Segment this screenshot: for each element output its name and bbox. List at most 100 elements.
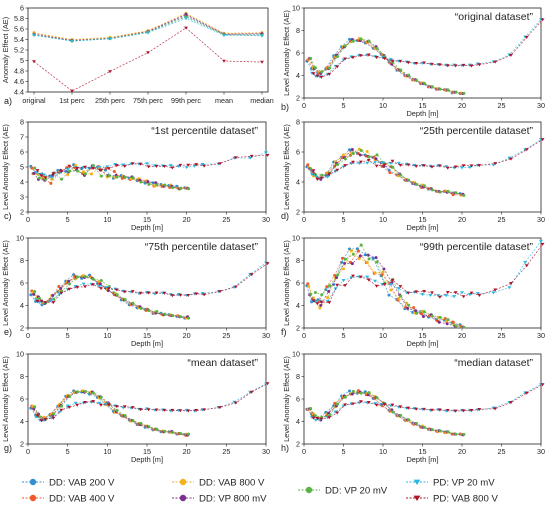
legend-marker [29, 494, 37, 502]
data-point-circle [351, 252, 355, 256]
data-point-circle [367, 391, 371, 395]
data-point-triangle [138, 408, 143, 412]
data-point-circle [325, 285, 329, 289]
data-point-triangle [509, 282, 513, 286]
data-point-circle [341, 256, 345, 260]
data-point-circle [351, 151, 355, 155]
data-point-circle [318, 306, 322, 310]
data-point-circle [163, 183, 167, 187]
data-point-circle [358, 254, 362, 258]
panel-e: 2 4 6 8 10 0 5 10 15 20 25 30 Depth [m] Level Anomaly… [1, 234, 270, 349]
data-point-circle [309, 407, 313, 411]
data-point-circle [68, 394, 72, 398]
data-point-circle [313, 290, 317, 294]
x-tick-label: original [22, 96, 46, 105]
y-tick-label: 6 [296, 148, 300, 157]
data-point-circle [131, 176, 135, 180]
data-point-triangle [202, 408, 207, 412]
data-point-circle [351, 389, 355, 393]
x-tick-label: 20 [183, 331, 191, 340]
data-point-triangle [107, 403, 111, 407]
y-tick-label: 6 [20, 4, 24, 13]
data-point-triangle [130, 406, 135, 410]
x-axis-label: Depth [m] [406, 109, 438, 118]
series-line [308, 148, 463, 196]
data-point-circle [454, 90, 458, 94]
panel-label: b) [281, 102, 289, 112]
y-tick-label: 5.2 [14, 46, 24, 55]
legend-label: PD: VAB 800 V [433, 493, 498, 504]
data-point-triangle [475, 292, 480, 296]
data-point-circle [74, 163, 78, 167]
data-point-triangle [114, 288, 119, 292]
data-point-circle [407, 418, 411, 422]
y-tick-label: 6 [296, 279, 300, 288]
series-vp20 [33, 390, 191, 436]
legend-label: DD: VAB 200 V [49, 477, 115, 488]
x-tick-label: 15 [419, 215, 427, 224]
y-axis-label: Level Anomaly Effect (AE) [1, 240, 10, 326]
data-point-circle [357, 257, 361, 261]
series-line [310, 150, 465, 196]
data-point-circle [422, 81, 426, 85]
data-point-circle [306, 163, 310, 167]
data-point-circle [421, 314, 425, 318]
data-point-triangle [162, 291, 167, 295]
data-point-triangle [373, 161, 377, 165]
series-line [309, 391, 463, 436]
data-point-triangle [233, 156, 238, 160]
y-tick-label: 7 [20, 133, 24, 142]
data-point-triangle [99, 403, 103, 407]
panel-label: c) [4, 211, 12, 221]
data-point-circle [343, 44, 347, 48]
data-point-triangle [414, 164, 419, 168]
data-point-triangle [366, 53, 371, 57]
series-line [313, 384, 543, 420]
data-point-circle [399, 413, 403, 417]
data-point-triangle [374, 56, 379, 60]
data-point-triangle [313, 418, 318, 422]
data-point-triangle [73, 401, 78, 405]
data-point-circle [446, 88, 450, 92]
data-point-triangle [445, 291, 450, 295]
data-point-circle [30, 166, 34, 170]
data-point-triangle [91, 399, 95, 403]
data-point-circle [414, 78, 418, 82]
series-pd_vp20 [32, 17, 264, 43]
data-point-triangle [390, 159, 395, 163]
data-point-circle [179, 315, 183, 319]
y-tick-label: 2 [296, 208, 300, 217]
x-tick-label: 5 [66, 215, 70, 224]
data-point-triangle [436, 294, 441, 298]
series-line [33, 391, 188, 436]
series-line [33, 276, 188, 318]
panel-label: a) [4, 96, 12, 106]
data-point-triangle [404, 162, 409, 166]
series-line [37, 383, 268, 421]
data-point-triangle [51, 416, 56, 420]
data-point-circle [399, 294, 403, 298]
series-line [37, 154, 268, 178]
data-point-circle [348, 389, 352, 393]
data-point-triangle [146, 408, 151, 412]
data-point-circle [179, 186, 183, 190]
data-point-circle [147, 425, 151, 429]
data-point-triangle [130, 162, 135, 166]
data-point-triangle [67, 406, 72, 410]
dataset-annotation: “mean dataset” [187, 357, 258, 369]
x-tick-label: 99th perc [171, 96, 201, 105]
data-point-triangle [146, 291, 151, 295]
y-tick-label: 6 [20, 395, 24, 404]
data-point-circle [335, 273, 339, 277]
x-tick-label: 15 [419, 331, 427, 340]
x-tick-label: 30 [262, 215, 270, 224]
data-point-triangle [406, 61, 411, 65]
x-tick-label: 30 [537, 215, 545, 224]
data-point-triangle [396, 287, 401, 291]
data-point-circle [37, 296, 41, 300]
x-tick-label: 1st perc [59, 96, 85, 105]
data-point-triangle [327, 416, 332, 420]
data-point-circle [399, 173, 403, 177]
data-point-circle [309, 167, 313, 171]
x-tick-label: 5 [342, 101, 346, 110]
